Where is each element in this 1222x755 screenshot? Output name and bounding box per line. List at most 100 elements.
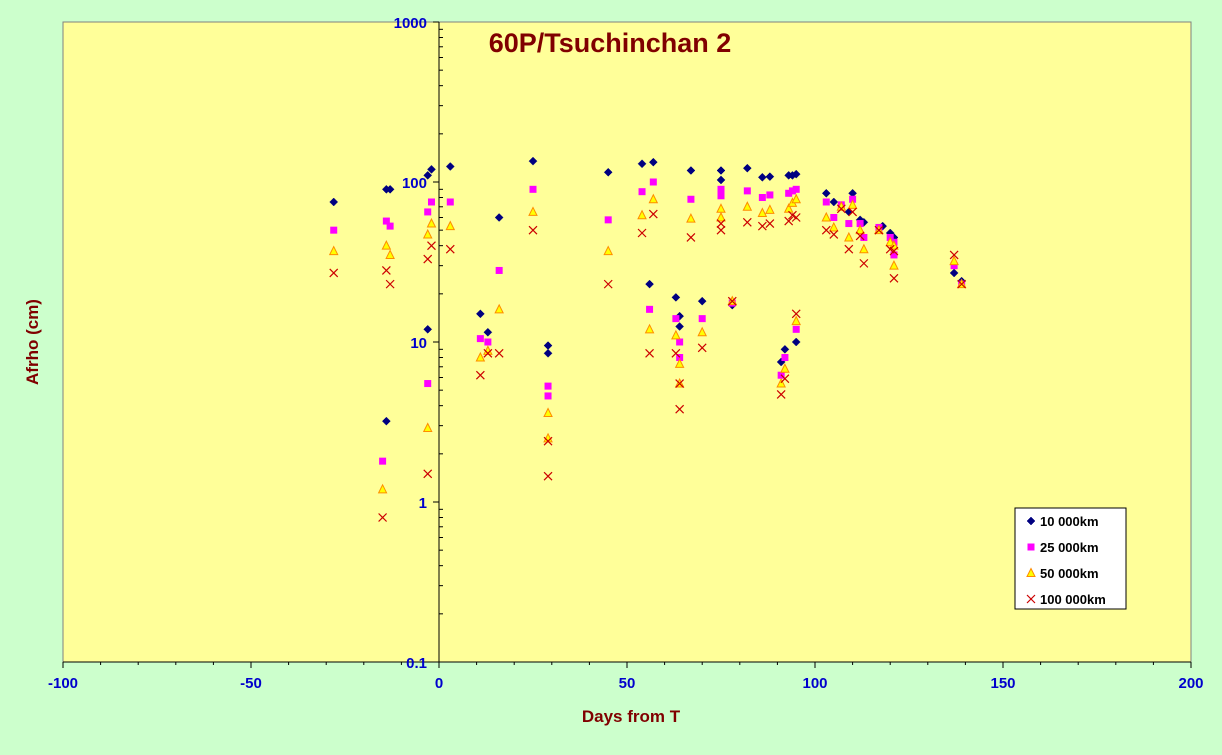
- data-points: [328, 156, 967, 522]
- data-point: [445, 244, 455, 254]
- data-point: [676, 338, 684, 346]
- data-point: [742, 163, 752, 173]
- data-point: [844, 231, 854, 242]
- data-point: [495, 266, 503, 274]
- data-point: [855, 224, 865, 235]
- data-point: [766, 191, 774, 199]
- data-point: [791, 213, 801, 222]
- data-point: [717, 192, 725, 200]
- data-point: [423, 254, 433, 264]
- data-point: [379, 457, 387, 465]
- y-tick-label: 1000: [394, 15, 427, 32]
- data-point: [637, 228, 647, 238]
- data-point: [836, 204, 846, 214]
- x-tick-label: 150: [990, 675, 1015, 692]
- data-point: [674, 358, 685, 368]
- data-point: [385, 184, 395, 194]
- data-point: [697, 326, 708, 337]
- data-point: [604, 216, 612, 224]
- data-point: [792, 325, 800, 333]
- data-point: [483, 345, 493, 355]
- data-point: [424, 208, 432, 216]
- data-point: [671, 329, 681, 340]
- data-point: [671, 293, 681, 302]
- data-point: [675, 379, 685, 388]
- data-point: [329, 268, 339, 278]
- data-point: [445, 162, 455, 171]
- data-point: [697, 296, 707, 306]
- data-point: [445, 220, 456, 231]
- data-point: [776, 390, 786, 399]
- data-point: [422, 422, 433, 433]
- data-point: [638, 188, 646, 196]
- data-point: [494, 303, 504, 314]
- data-point: [476, 335, 484, 343]
- data-point: [821, 225, 831, 235]
- data-point: [644, 323, 655, 334]
- data-point: [828, 221, 839, 232]
- data-point: [716, 175, 726, 185]
- legend-label: 25 000km: [1040, 540, 1099, 555]
- data-point: [329, 197, 339, 207]
- data-point: [845, 220, 853, 228]
- data-point: [765, 172, 775, 182]
- data-point: [791, 193, 802, 204]
- data-point: [672, 315, 680, 323]
- data-point: [475, 351, 486, 362]
- data-point: [687, 195, 695, 203]
- data-point: [822, 198, 830, 206]
- data-point: [528, 156, 538, 166]
- data-point: [780, 344, 790, 354]
- data-point: [378, 513, 388, 522]
- data-point: [949, 268, 959, 278]
- data-point: [484, 338, 492, 346]
- x-tick-label: -50: [240, 675, 262, 692]
- data-point: [544, 382, 552, 390]
- data-point: [646, 305, 654, 313]
- data-point: [949, 255, 959, 266]
- data-point: [758, 194, 766, 202]
- data-point: [382, 217, 390, 225]
- data-point: [543, 471, 553, 481]
- data-point: [784, 216, 794, 226]
- data-point: [757, 221, 767, 231]
- data-point: [427, 164, 436, 174]
- data-point: [645, 348, 654, 358]
- x-tick-label: -100: [48, 675, 78, 692]
- data-point: [528, 225, 538, 235]
- data-point: [829, 197, 839, 207]
- data-point: [856, 220, 864, 228]
- data-point: [785, 189, 793, 197]
- data-point: [950, 262, 958, 270]
- data-point: [528, 206, 538, 216]
- data-point: [716, 225, 726, 235]
- data-point: [844, 244, 854, 254]
- data-point: [648, 209, 658, 219]
- data-point: [847, 199, 858, 209]
- data-point: [859, 258, 869, 268]
- data-point: [757, 207, 768, 218]
- data-point: [758, 172, 767, 182]
- data-point: [821, 188, 831, 198]
- chart-title: 60P/Tsuchinchan 2: [489, 28, 732, 58]
- data-point: [603, 279, 613, 289]
- data-point: [637, 209, 647, 220]
- data-point: [686, 233, 696, 242]
- y-tick-label: 1: [419, 495, 427, 512]
- data-point: [381, 266, 391, 275]
- data-point: [727, 296, 737, 306]
- data-point: [957, 279, 967, 289]
- series-x: [329, 204, 967, 522]
- data-point: [788, 187, 796, 195]
- data-point: [742, 201, 753, 211]
- data-point: [648, 193, 659, 204]
- data-point: [830, 213, 838, 221]
- data-point: [791, 169, 801, 179]
- data-point: [697, 343, 707, 353]
- data-point: [377, 483, 388, 494]
- data-point: [792, 185, 800, 193]
- data-point: [776, 377, 786, 388]
- data-point: [494, 213, 504, 222]
- data-point: [860, 233, 868, 241]
- data-point: [475, 370, 485, 380]
